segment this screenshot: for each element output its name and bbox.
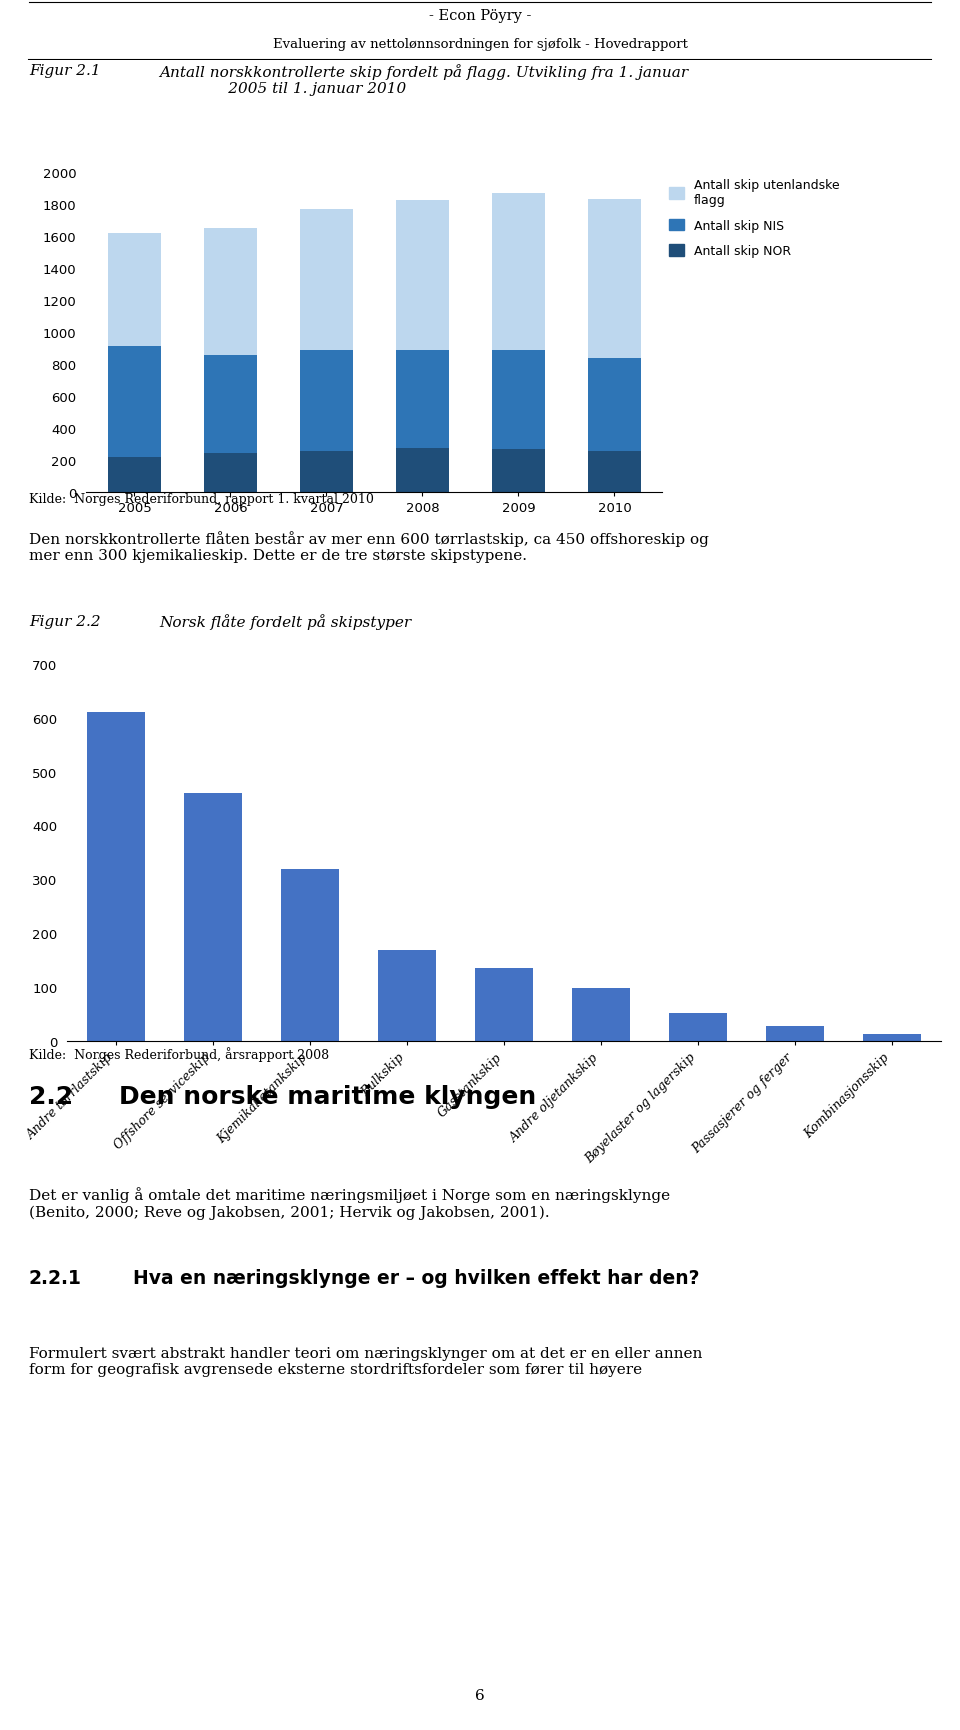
Bar bbox=[86, 713, 145, 1041]
Bar bbox=[378, 952, 436, 1041]
Bar bbox=[588, 452, 641, 493]
Bar bbox=[204, 228, 256, 355]
Text: Kilde:  Norges Rederiforbund, rapport 1. kvartal 2010: Kilde: Norges Rederiforbund, rapport 1. … bbox=[29, 493, 373, 507]
Bar bbox=[475, 969, 533, 1041]
Text: Hva en næringsklynge er – og hvilken effekt har den?: Hva en næringsklynge er – og hvilken eff… bbox=[132, 1268, 699, 1287]
Bar bbox=[766, 1026, 825, 1041]
Text: Kilde:  Norges Rederiforbund, årsrapport 2008: Kilde: Norges Rederiforbund, årsrapport … bbox=[29, 1047, 329, 1062]
Bar bbox=[300, 209, 353, 351]
Bar bbox=[108, 234, 160, 346]
Bar bbox=[300, 351, 353, 452]
Text: 6: 6 bbox=[475, 1688, 485, 1702]
Bar bbox=[492, 450, 545, 493]
Legend: Antall skip utenlandske
flagg, Antall skip NIS, Antall skip NOR: Antall skip utenlandske flagg, Antall sk… bbox=[669, 180, 839, 258]
Bar bbox=[492, 351, 545, 450]
Text: Figur 2.1: Figur 2.1 bbox=[29, 64, 101, 78]
Text: Formulert svært abstrakt handler teori om næringsklynger om at det er en eller a: Formulert svært abstrakt handler teori o… bbox=[29, 1346, 702, 1375]
Text: 2.2.1: 2.2.1 bbox=[29, 1268, 82, 1287]
Bar bbox=[204, 453, 256, 493]
Bar bbox=[280, 868, 339, 1041]
Bar bbox=[669, 1014, 728, 1041]
Text: 2.2: 2.2 bbox=[29, 1085, 73, 1109]
Bar bbox=[492, 194, 545, 351]
Text: Den norskkontrollerte flåten består av mer enn 600 tørrlastskip, ca 450 offshore: Den norskkontrollerte flåten består av m… bbox=[29, 531, 708, 564]
Text: Figur 2.2: Figur 2.2 bbox=[29, 614, 101, 628]
Bar bbox=[300, 452, 353, 493]
Bar bbox=[396, 351, 449, 450]
Bar bbox=[183, 794, 242, 1041]
Bar bbox=[108, 346, 160, 458]
Bar bbox=[863, 1035, 922, 1041]
Bar bbox=[204, 355, 256, 453]
Bar bbox=[588, 199, 641, 358]
Text: Antall norskkontrollerte skip fordelt på flagg. Utvikling fra 1. januar
        : Antall norskkontrollerte skip fordelt på… bbox=[159, 64, 688, 97]
Text: Den norske maritime klyngen: Den norske maritime klyngen bbox=[119, 1085, 537, 1109]
Bar bbox=[588, 358, 641, 452]
Bar bbox=[572, 988, 630, 1041]
Bar bbox=[396, 201, 449, 351]
Text: Evaluering av nettolønnsordningen for sjøfolk - Hovedrapport: Evaluering av nettolønnsordningen for sj… bbox=[273, 38, 687, 50]
Text: Det er vanlig å omtale det maritime næringsmiljøet i Norge som en næringsklynge
: Det er vanlig å omtale det maritime næri… bbox=[29, 1187, 670, 1220]
Text: - Econ Pöyry -: - Econ Pöyry - bbox=[429, 9, 531, 22]
Bar bbox=[396, 450, 449, 493]
Text: Norsk flåte fordelt på skipstyper: Norsk flåte fordelt på skipstyper bbox=[159, 614, 412, 630]
Bar bbox=[108, 458, 160, 493]
